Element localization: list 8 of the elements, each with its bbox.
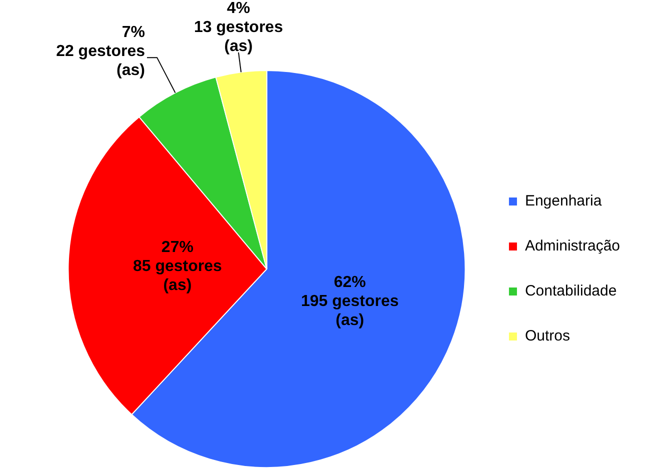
legend-label: Contabilidade	[524, 282, 617, 300]
data-label: 62% 195 gestores (as)	[300, 274, 399, 330]
data-label: 4% 13 gestores (as)	[194, 0, 284, 55]
legend-label: Administração	[524, 238, 620, 255]
legend-label: Engenharia	[524, 192, 602, 210]
legend-label: Outros	[524, 328, 570, 345]
data-label: 27% 85 gestores (as)	[132, 239, 222, 294]
data-label: 7% 22 gestores (as)	[56, 24, 146, 79]
